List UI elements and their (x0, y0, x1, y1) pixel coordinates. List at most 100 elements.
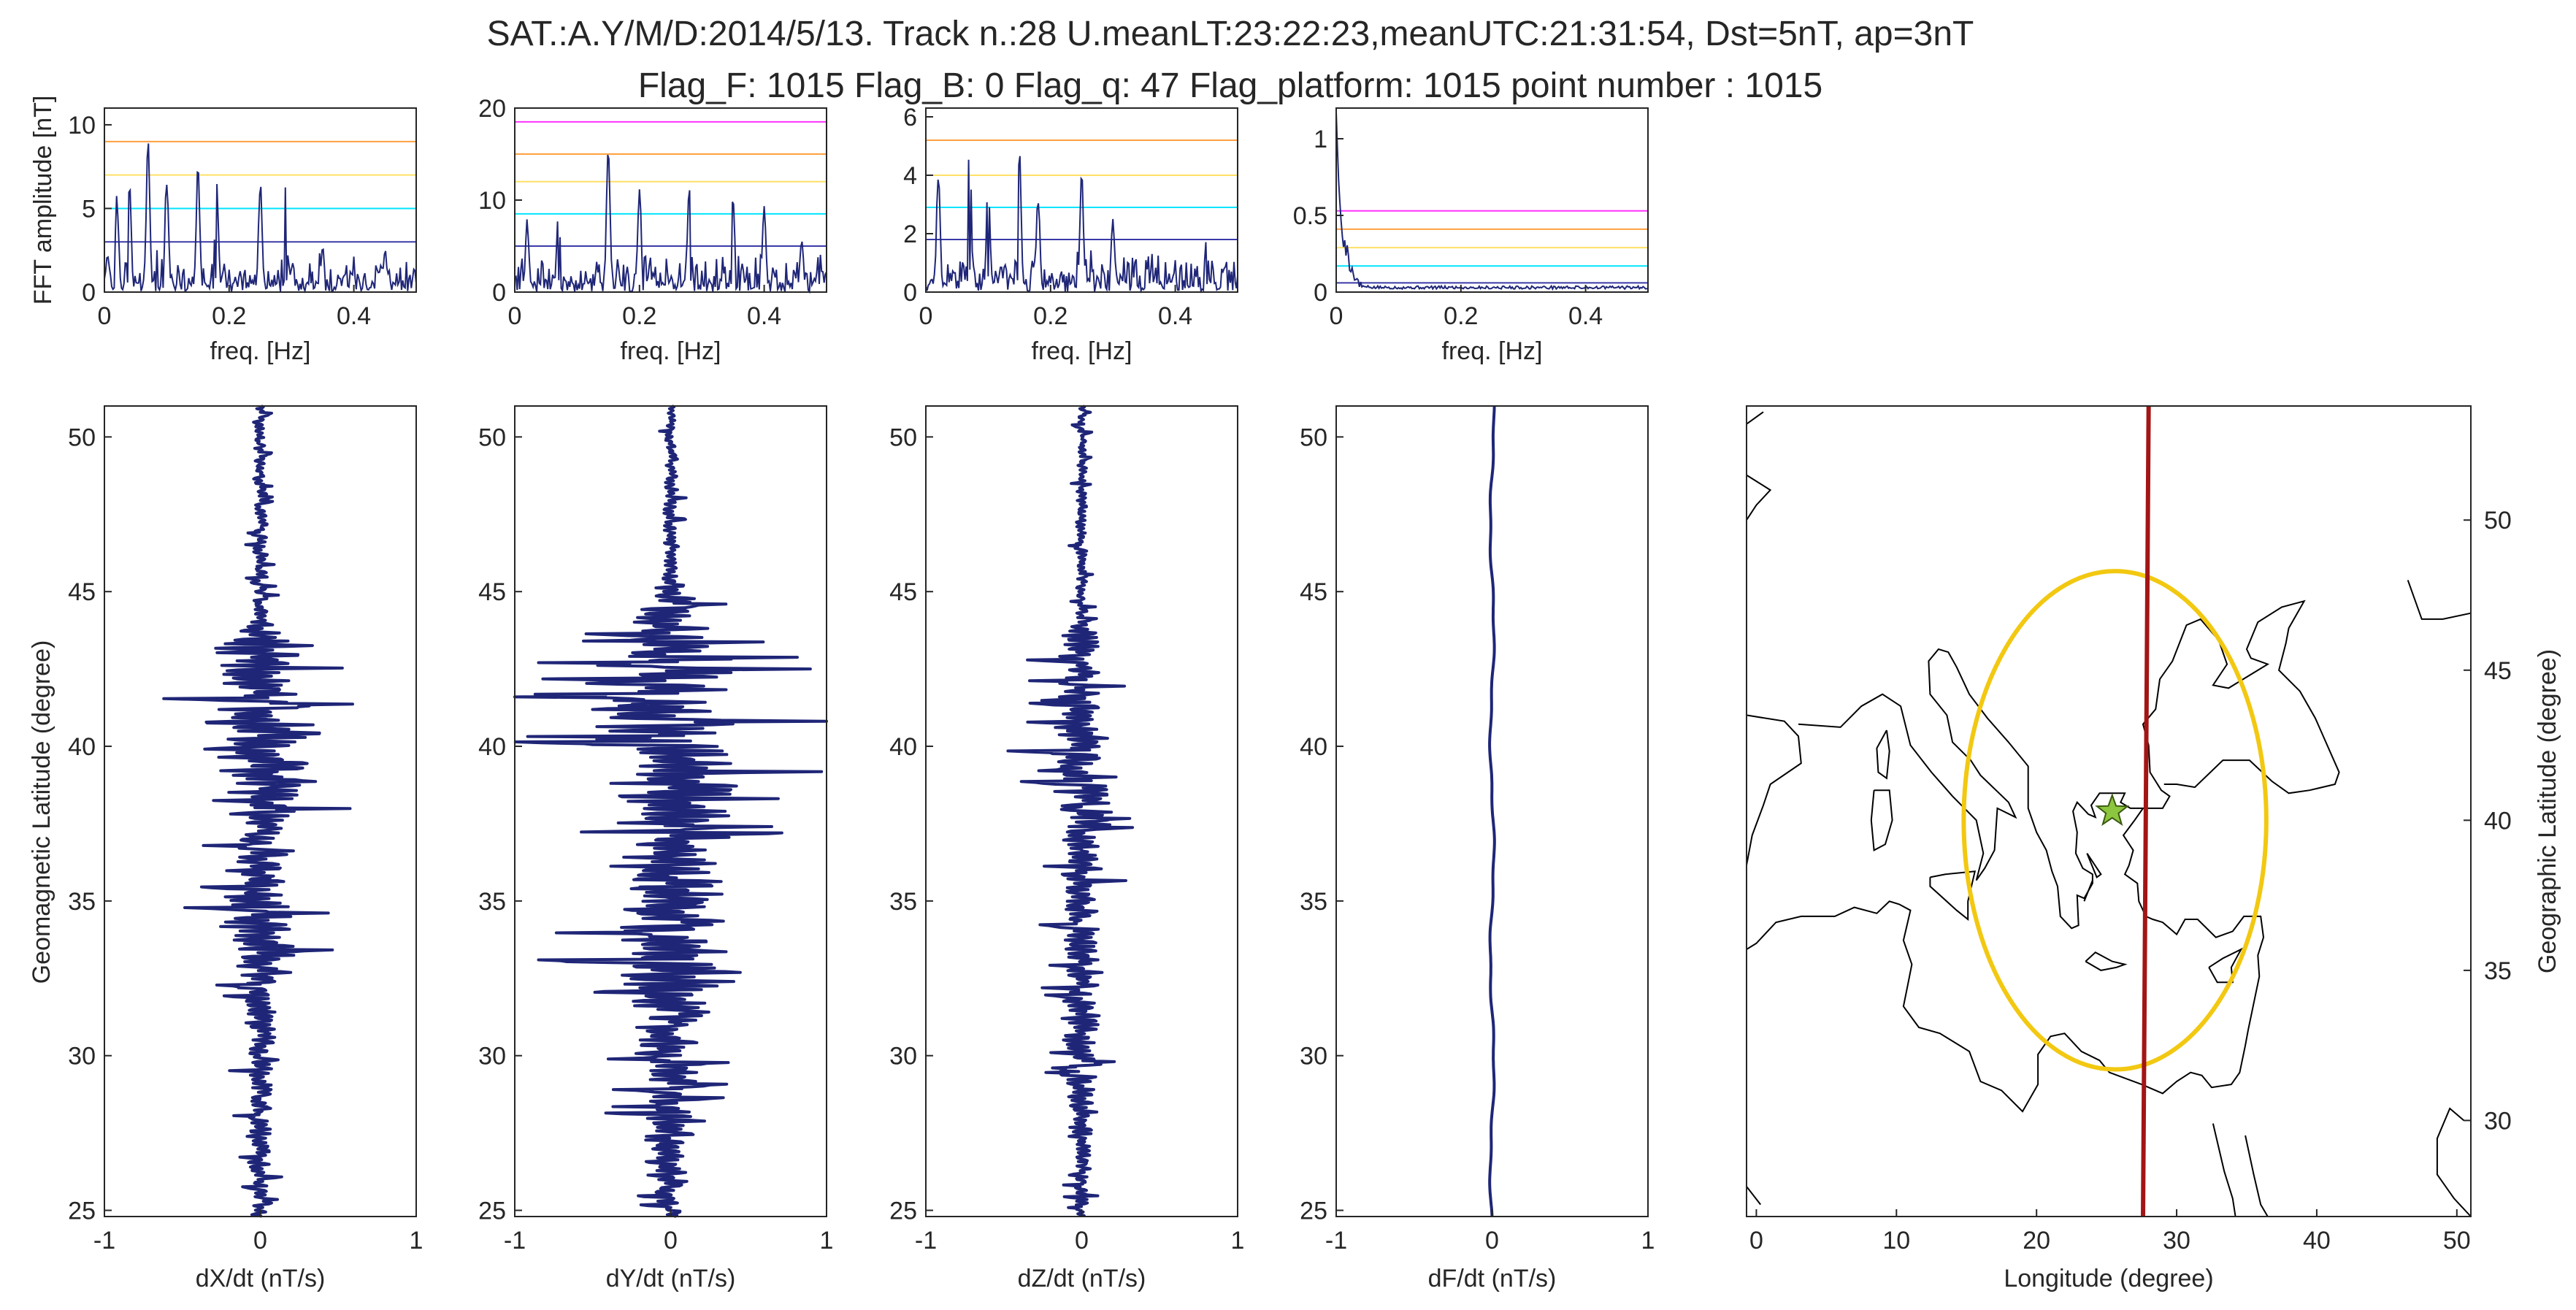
plot-frame (514, 107, 827, 293)
y-tick-label: 25 (889, 1198, 917, 1225)
spectrum-line (104, 143, 417, 294)
dobrovolsky-ellipse (1961, 569, 2269, 1072)
y-tick-label: 0 (903, 279, 917, 307)
y-tick-label: 35 (1300, 888, 1327, 916)
plot-frame (1335, 107, 1649, 293)
coastline (2208, 947, 2243, 984)
coastline (2212, 1123, 2236, 1217)
coastline (1746, 1186, 1761, 1206)
y-tick-label: 10 (68, 112, 96, 139)
y-tick-label: 35 (68, 888, 96, 916)
x-tick-label: 1 (820, 1227, 834, 1255)
figure-title-line-2: Flag_F: 1015 Flag_B: 0 Flag_q: 47 Flag_p… (638, 66, 1822, 105)
x-tick-label: 0.4 (337, 302, 371, 330)
plot-frame (1746, 405, 2472, 1217)
coastline (1746, 714, 1802, 866)
y-tick-label: 45 (2484, 657, 2512, 685)
y-tick-label: 35 (889, 888, 917, 916)
x-axis-label: freq. [Hz] (210, 337, 311, 365)
y-tick-label: 20 (478, 95, 506, 123)
x-tick-label: 0 (919, 302, 933, 330)
y-tick-label: 50 (889, 424, 917, 451)
coastline (1798, 600, 2340, 930)
axes-fft-z: 0 0.2 0.4 0 2 4 6 freq. [Hz] (903, 104, 1238, 365)
coastline (1746, 411, 1764, 425)
y-tick-label: 1 (1314, 126, 1327, 153)
y-tick-label: 0 (1314, 279, 1327, 307)
x-axis-label: dF/dt (nT/s) (1428, 1265, 1557, 1292)
y-tick-label: 35 (2484, 957, 2512, 985)
x-tick-label: 0.4 (1568, 302, 1603, 330)
x-axis-label: freq. [Hz] (621, 337, 721, 365)
x-axis-label: freq. [Hz] (1032, 337, 1132, 365)
y-tick-label: 25 (68, 1198, 96, 1225)
y-tick-label: 0 (492, 279, 506, 307)
axes-fft-f: 0 0.2 0.4 0 0.5 1 freq. [Hz] (1293, 107, 1649, 365)
y-tick-label: 25 (478, 1198, 506, 1225)
y-tick-label: 50 (478, 424, 506, 451)
coastline (2085, 951, 2128, 971)
epicenter-star-icon (2095, 793, 2130, 827)
x-tick-label: 50 (2443, 1227, 2471, 1255)
y-tick-label: 50 (68, 424, 96, 451)
series-line (1488, 405, 1496, 1217)
x-tick-label: 0.2 (1033, 302, 1067, 330)
x-tick-label: 0.2 (212, 302, 246, 330)
x-tick-label: -1 (93, 1227, 115, 1255)
x-tick-label: 0 (1485, 1227, 1499, 1255)
y-tick-label: 5 (82, 195, 96, 223)
x-tick-label: 0 (253, 1227, 267, 1255)
x-tick-label: 0 (508, 302, 522, 330)
x-tick-label: 0 (1749, 1227, 1763, 1255)
y-tick-label: 40 (2484, 807, 2512, 835)
y-tick-label: 10 (478, 187, 506, 215)
x-tick-label: 40 (2303, 1227, 2331, 1255)
x-tick-label: 0.4 (1158, 302, 1192, 330)
spectrum-line (1335, 112, 1649, 291)
series-line (162, 405, 354, 1218)
axes-ts-y: -1 0 1 25 30 35 40 45 50 dY/dt (nT/s) (478, 405, 834, 1292)
coastline (1876, 729, 1890, 780)
y-tick-label: 30 (889, 1043, 917, 1070)
x-tick-label: 0 (1330, 302, 1343, 330)
x-tick-label: 0 (98, 302, 112, 330)
y-tick-label: 30 (2484, 1107, 2512, 1135)
y-tick-label: 40 (889, 733, 917, 761)
y-tick-label: 45 (1300, 578, 1327, 606)
y-tick-label: 30 (478, 1043, 506, 1070)
y-tick-label: 45 (478, 578, 506, 606)
x-tick-label: 1 (1231, 1227, 1245, 1255)
coastline (1746, 474, 1772, 521)
series-line (1006, 405, 1135, 1217)
y-tick-label: 25 (1300, 1198, 1327, 1225)
x-axis-label: freq. [Hz] (1442, 337, 1543, 365)
x-tick-label: 0 (664, 1227, 678, 1255)
y-tick-label: 0.5 (1293, 202, 1327, 230)
x-tick-label: 20 (2023, 1227, 2050, 1255)
axes-fft-y: 0 0.2 0.4 0 10 20 freq. [Hz] (478, 95, 827, 365)
y-tick-label: 0 (82, 279, 96, 307)
x-tick-label: 10 (1882, 1227, 1910, 1255)
coastline (1929, 870, 1977, 922)
coastline (2083, 880, 2093, 902)
x-tick-label: 0.4 (747, 302, 781, 330)
y-tick-label: 30 (68, 1043, 96, 1070)
x-axis-label: Longitude (degree) (2004, 1265, 2213, 1292)
x-tick-label: -1 (504, 1227, 526, 1255)
coastline (1870, 789, 1893, 851)
x-tick-label: 0.2 (1444, 302, 1478, 330)
x-tick-label: -1 (1325, 1227, 1347, 1255)
x-axis-label: dX/dt (nT/s) (196, 1265, 326, 1292)
fft-y-axis-label: FFT amplitude [nT] (29, 96, 57, 305)
y-tick-label: 45 (68, 578, 96, 606)
x-tick-label: 0 (1075, 1227, 1089, 1255)
x-tick-label: 1 (1641, 1227, 1655, 1255)
series-line (513, 405, 828, 1218)
spectrum-line (514, 154, 827, 294)
axes-ts-f: -1 0 1 25 30 35 40 45 50 dF/dt (nT/s) (1300, 405, 1655, 1292)
y-tick-label: 6 (903, 104, 917, 131)
plot-frame (925, 107, 1238, 293)
map-y-axis-label: Geographic Latitude (degree) (2534, 649, 2561, 973)
axes-ts-x: -1 0 1 25 30 35 40 45 50 dX/dt (nT/s) (68, 405, 423, 1292)
